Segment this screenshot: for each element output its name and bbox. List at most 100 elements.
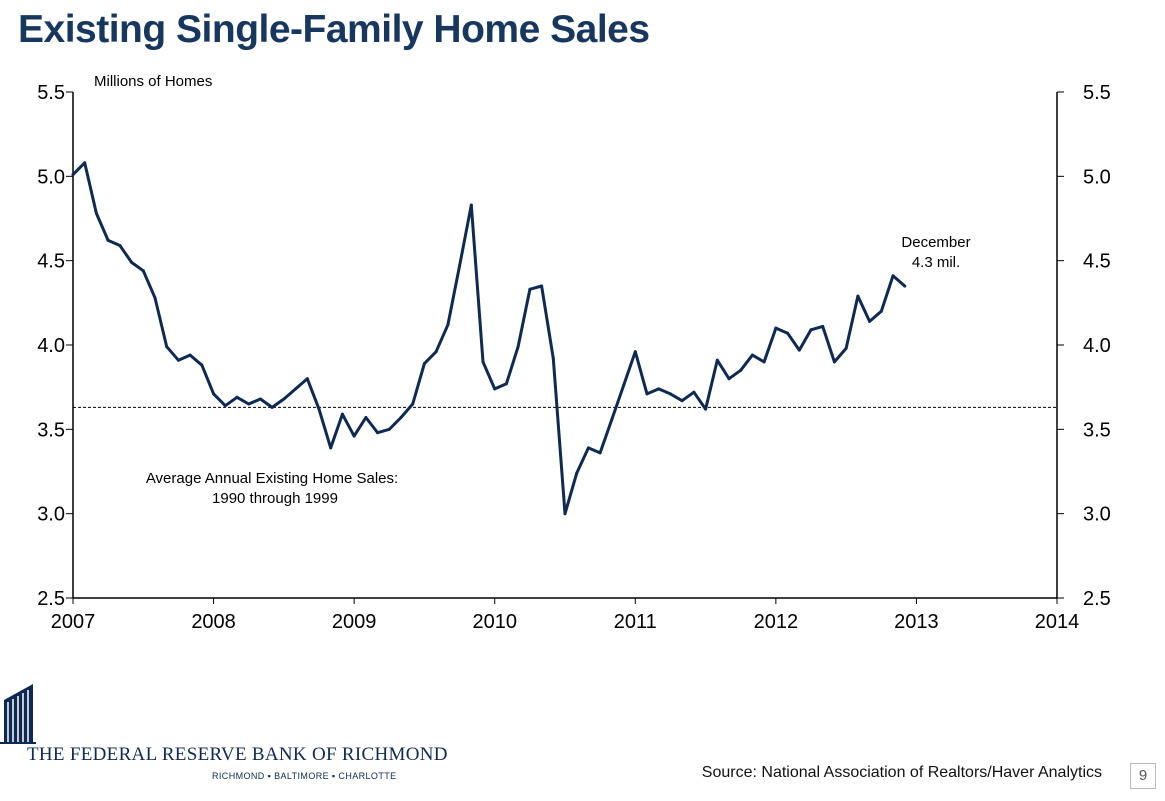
- home-sales-data-points: [71, 161, 907, 516]
- data-point: [680, 399, 684, 403]
- page-number: 9: [1130, 763, 1156, 789]
- reference-line-label: Average Annual Existing Home Sales:: [146, 470, 398, 487]
- y-tick-label-left: 4.5: [37, 251, 65, 273]
- data-point: [493, 387, 497, 391]
- y-tick-label-right: 2.5: [1083, 588, 1111, 610]
- data-point: [364, 416, 368, 419]
- data-point: [434, 350, 438, 354]
- data-point: [657, 387, 661, 391]
- x-tick-label: 2014: [1035, 611, 1080, 633]
- x-tick-label: 2009: [332, 611, 377, 633]
- data-point: [411, 402, 415, 406]
- data-point: [598, 451, 602, 455]
- logo-cities: RICHMOND ▪ BALTIMORE ▪ CHARLOTTE: [212, 771, 397, 781]
- y-tick-label-right: 3.0: [1083, 504, 1111, 526]
- data-point: [774, 326, 778, 330]
- data-point: [176, 358, 180, 362]
- data-point: [586, 446, 590, 450]
- data-point: [340, 412, 344, 416]
- data-point: [551, 357, 555, 360]
- reference-line-label-years: 1990 through 1999: [212, 490, 338, 507]
- data-point: [903, 284, 907, 288]
- data-point: [762, 360, 766, 364]
- data-point: [832, 360, 836, 364]
- data-point: [891, 274, 895, 278]
- y-tick-label-right: 5.0: [1083, 166, 1111, 188]
- data-point: [668, 392, 672, 396]
- data-point: [83, 161, 87, 165]
- data-point: [352, 434, 356, 438]
- left-y-axis: 2.5 3.0 3.5 4.0 4.5 5.0 5.5: [37, 82, 73, 610]
- data-point: [879, 309, 883, 313]
- data-point: [106, 238, 110, 242]
- data-point: [727, 377, 731, 381]
- y-tick-label-left: 4.0: [37, 335, 65, 357]
- data-point: [692, 390, 696, 394]
- federal-reserve-logo-icon: [0, 684, 36, 744]
- data-point: [844, 346, 848, 350]
- y-tick-label-left: 5.5: [37, 82, 65, 104]
- right-y-axis: 2.5 3.0 3.5 4.0 4.5 5.0 5.5: [1057, 82, 1111, 610]
- x-axis: 2007 2008 2009 2010 2011 2012 2013 2014: [51, 598, 1080, 633]
- data-point: [540, 284, 544, 288]
- data-point: [563, 512, 567, 516]
- december-annotation: December: [901, 234, 970, 251]
- data-point: [575, 471, 579, 475]
- data-point: [258, 397, 262, 401]
- data-point: [188, 353, 192, 357]
- data-point: [481, 360, 485, 364]
- data-point: [458, 264, 462, 268]
- data-point: [622, 384, 626, 387]
- data-point: [739, 368, 743, 372]
- data-point: [270, 405, 274, 409]
- logo-bank-name: THE FEDERAL RESERVE BANK OF RICHMOND: [27, 744, 448, 765]
- y-tick-label-right: 4.5: [1083, 251, 1111, 273]
- x-tick-label: 2007: [51, 611, 96, 633]
- data-point: [797, 348, 801, 352]
- data-point: [856, 294, 860, 298]
- data-point: [750, 353, 754, 357]
- data-point: [610, 417, 614, 421]
- data-point: [329, 446, 333, 450]
- data-point: [305, 377, 309, 381]
- data-point: [212, 392, 216, 396]
- data-point: [516, 345, 520, 349]
- data-point: [235, 395, 239, 399]
- data-point: [528, 287, 532, 291]
- data-point: [633, 350, 637, 354]
- data-point: [153, 296, 157, 300]
- data-point: [504, 382, 508, 386]
- data-point: [715, 358, 719, 362]
- y-tick-label-left: 5.0: [37, 166, 65, 188]
- december-annotation-value: 4.3 mil.: [912, 254, 960, 271]
- y-tick-label-right: 4.0: [1083, 335, 1111, 357]
- data-point: [141, 269, 145, 273]
- y-tick-label-left: 2.5: [37, 588, 65, 610]
- data-point: [247, 402, 251, 406]
- data-point: [387, 427, 391, 431]
- data-point: [704, 407, 708, 411]
- x-tick-label: 2011: [614, 611, 657, 633]
- data-point: [446, 323, 450, 327]
- data-point: [200, 363, 204, 367]
- slide-title: Existing Single-Family Home Sales: [18, 8, 650, 51]
- data-point: [71, 173, 75, 177]
- data-point: [809, 328, 813, 332]
- data-point: [130, 260, 134, 264]
- y-tick-label-right: 5.5: [1083, 82, 1111, 104]
- data-point: [645, 392, 649, 396]
- data-point: [223, 404, 227, 408]
- y-tick-label-right: 3.5: [1083, 419, 1111, 441]
- data-point: [282, 397, 286, 401]
- x-tick-label: 2012: [754, 611, 799, 633]
- x-tick-label: 2010: [472, 611, 517, 633]
- data-point: [376, 431, 380, 435]
- data-point: [399, 416, 403, 419]
- x-tick-label: 2013: [894, 611, 939, 633]
- y-tick-label-left: 3.5: [37, 419, 65, 441]
- data-point: [786, 331, 790, 335]
- x-tick-label: 2008: [191, 611, 236, 633]
- data-point: [165, 345, 169, 349]
- source-note: Source: National Association of Realtors…: [701, 764, 1102, 781]
